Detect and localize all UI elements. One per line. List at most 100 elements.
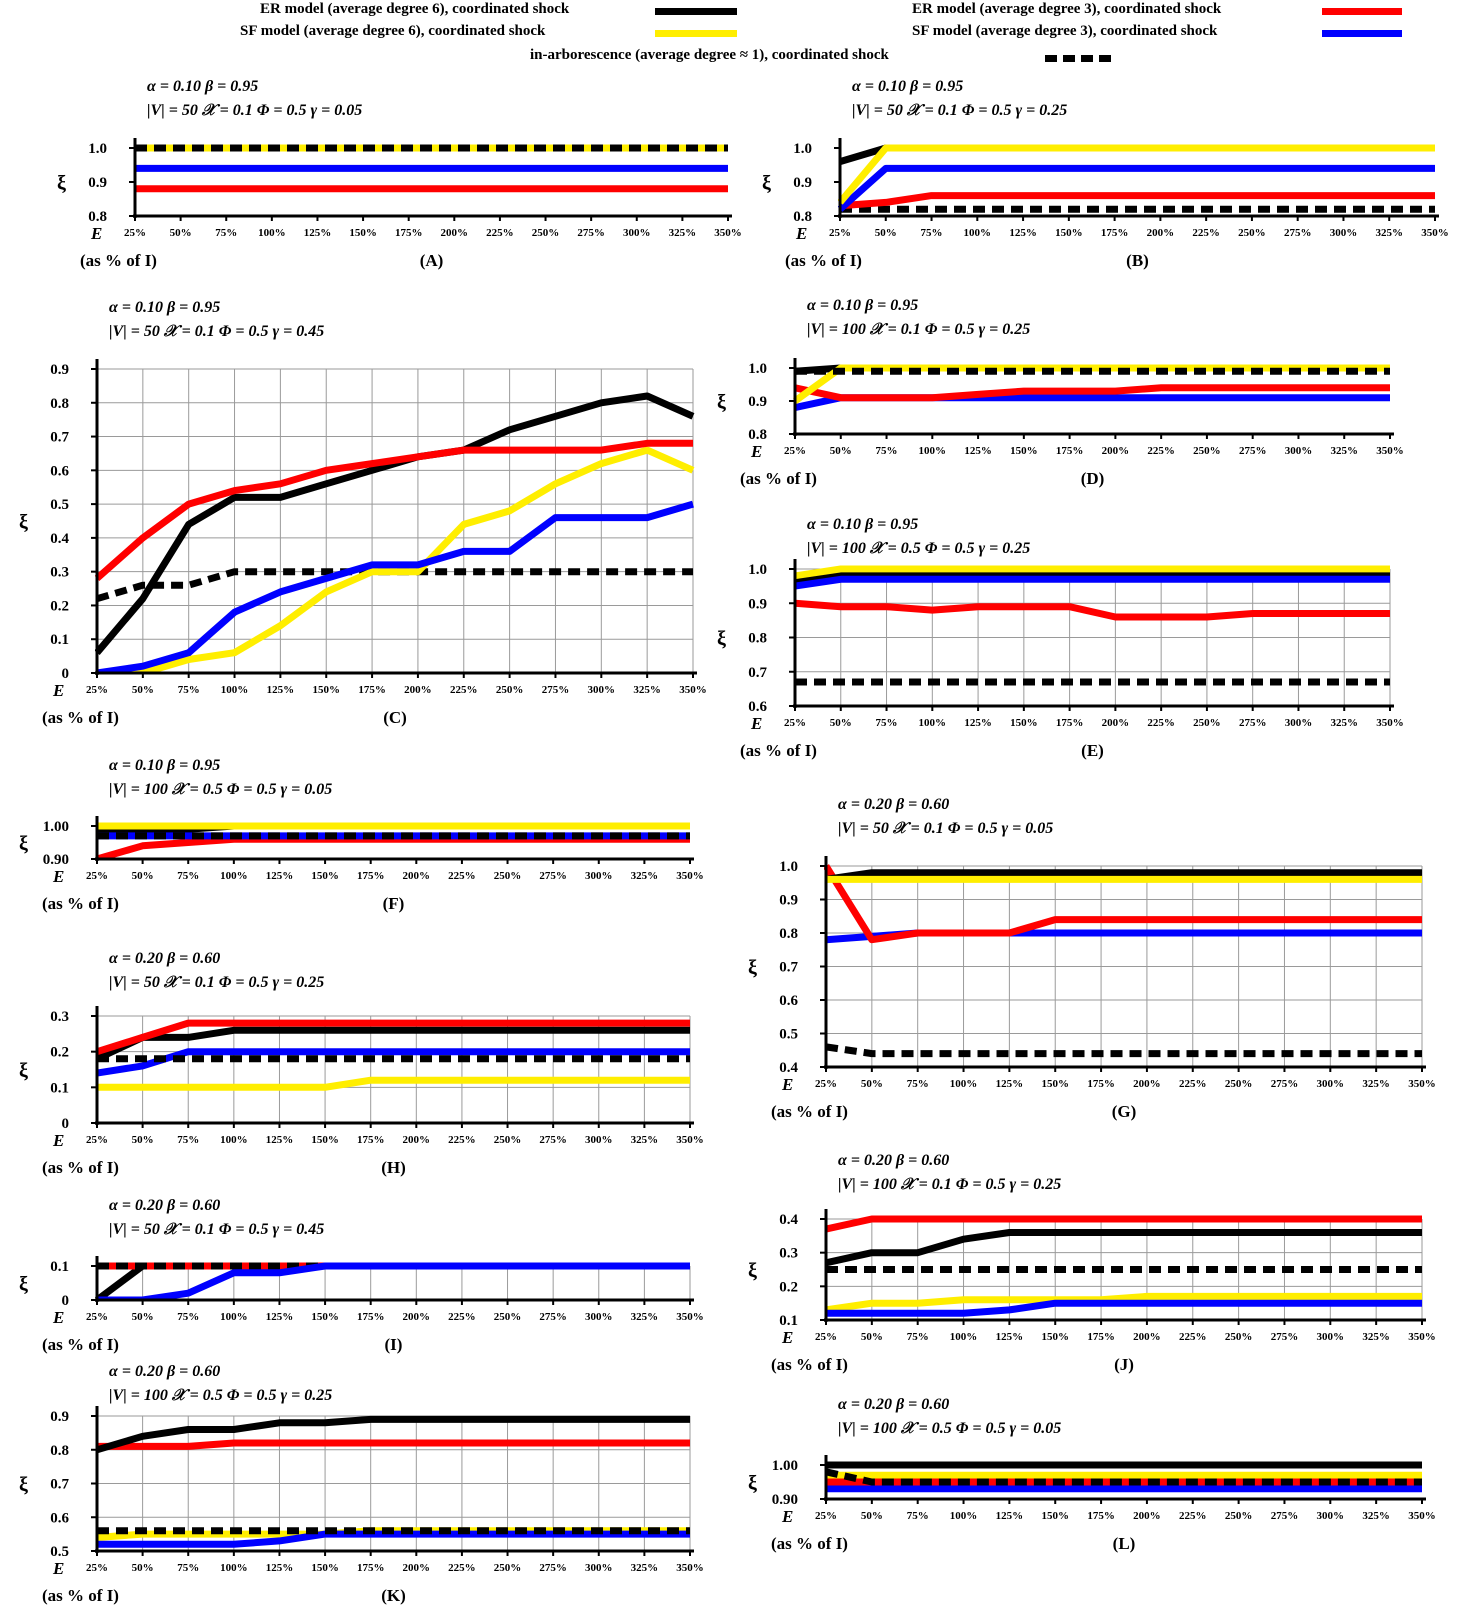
panel-param-line: |V| = 50 𝒳 = 0.1 Φ = 0.5 γ = 0.05 <box>147 102 362 119</box>
panel-h: α = 0.20 β = 0.60 |V| = 50 𝒳 = 0.1 Φ = 0.… <box>19 950 704 1177</box>
x-tick-label: 350% <box>676 870 704 882</box>
y-axis-label: ξ <box>717 391 726 413</box>
y-axis-label: ξ <box>748 957 757 979</box>
series-group <box>96 822 690 860</box>
y-axis-label: ξ <box>19 1474 28 1496</box>
series-line-er3 <box>95 1019 690 1056</box>
legend-label-er3: ER model (average degree 3), coordinated… <box>912 1 1222 17</box>
y-tick-label: 0.2 <box>50 598 69 614</box>
x-tick-label: 275% <box>1271 1510 1299 1522</box>
x-tick-label: 75% <box>178 684 200 696</box>
x-tick-label: 25% <box>124 227 146 239</box>
y-tick-label: 1.0 <box>779 859 798 875</box>
x-tick-label: 250% <box>494 1134 522 1146</box>
x-tick-label: 350% <box>1421 227 1449 239</box>
x-axis-label: E <box>52 1131 64 1150</box>
x-tick-label: 250% <box>1193 717 1221 729</box>
panel-param-line: α = 0.10 β = 0.95 <box>807 516 918 533</box>
panel-param-line: |V| = 100 𝒳 = 0.1 Φ = 0.5 γ = 0.25 <box>838 1176 1061 1193</box>
x-tick-label: 250% <box>494 1311 522 1323</box>
series-line-sf3 <box>794 575 1390 590</box>
x-tick-label: 75% <box>907 1510 929 1522</box>
x-tick-label: 300% <box>1285 445 1313 457</box>
y-tick-label: 0.4 <box>50 531 69 547</box>
panel-k: α = 0.20 β = 0.60 |V| = 100 𝒳 = 0.5 Φ = 0… <box>19 1363 704 1605</box>
panel-c: α = 0.10 β = 0.95 |V| = 50 𝒳 = 0.1 Φ = 0.… <box>19 299 707 727</box>
panel-param-line: α = 0.20 β = 0.60 <box>109 1197 220 1214</box>
x-tick-label: 225% <box>1192 227 1220 239</box>
x-axis-label: E <box>52 867 64 886</box>
x-tick-label: 50% <box>830 717 852 729</box>
x-tick-label: 100% <box>950 1078 978 1090</box>
x-tick-label: 325% <box>631 1562 659 1574</box>
x-tick-label: 150% <box>311 1311 339 1323</box>
x-tick-label: 225% <box>448 1562 476 1574</box>
y-axis-label: ξ <box>717 628 726 650</box>
x-axis-label: E <box>781 1328 793 1347</box>
panel-param-line: |V| = 100 𝒳 = 0.5 Φ = 0.5 γ = 0.25 <box>807 540 1030 557</box>
x-tick-label: 50% <box>861 1331 883 1343</box>
series-group <box>824 864 1422 1058</box>
y-axis-label: ξ <box>762 172 771 194</box>
y-tick-label: 0.7 <box>779 960 798 976</box>
x-axis-unit-label: (as % of I) <box>42 894 119 913</box>
y-tick-label: 0.9 <box>748 394 767 410</box>
x-tick-label: 200% <box>403 1562 431 1574</box>
x-tick-label: 250% <box>1225 1331 1253 1343</box>
x-tick-label: 150% <box>1010 445 1038 457</box>
x-tick-label: 300% <box>1317 1078 1345 1090</box>
panel-letter-label: (H) <box>381 1158 406 1177</box>
panel-letter-label: (B) <box>1126 251 1149 270</box>
y-tick-label: 0.9 <box>793 175 812 191</box>
x-tick-label: 275% <box>1239 445 1267 457</box>
y-axis-label: ξ <box>57 172 66 194</box>
y-tick-label: 0.7 <box>50 1477 69 1493</box>
series-line-er3 <box>839 192 1435 210</box>
x-tick-label: 350% <box>1408 1331 1436 1343</box>
panel-a: α = 0.10 β = 0.95 |V| = 50 𝒳 = 0.1 Φ = 0.… <box>57 78 742 270</box>
panel-param-line: α = 0.10 β = 0.95 <box>807 297 918 314</box>
x-tick-label: 150% <box>311 1134 339 1146</box>
x-tick-label: 350% <box>1408 1078 1436 1090</box>
panel-param-line: |V| = 50 𝒳 = 0.1 Φ = 0.5 γ = 0.25 <box>109 974 324 991</box>
series-line-sf6 <box>97 1076 690 1091</box>
y-tick-label: 0.3 <box>50 1009 69 1025</box>
x-tick-label: 125% <box>304 227 332 239</box>
series-group <box>95 392 695 674</box>
y-axis-label: ξ <box>19 1060 28 1082</box>
x-tick-label: 250% <box>1225 1510 1253 1522</box>
x-tick-label: 150% <box>1041 1078 1069 1090</box>
y-tick-label: 0.5 <box>50 1544 69 1560</box>
x-tick-label: 125% <box>267 684 295 696</box>
x-axis-unit-label: (as % of I) <box>80 251 157 270</box>
panel-letter-label: (K) <box>381 1586 406 1605</box>
x-tick-label: 25% <box>815 1331 837 1343</box>
x-tick-label: 200% <box>1102 717 1130 729</box>
y-tick-label: 0 <box>62 666 70 682</box>
x-tick-label: 25% <box>784 445 806 457</box>
legend-swatch-er6 <box>655 8 737 15</box>
y-axis-label: ξ <box>748 1260 757 1282</box>
x-tick-label: 75% <box>177 870 199 882</box>
x-axis-unit-label: (as % of I) <box>771 1355 848 1374</box>
x-axis-unit-label: (as % of I) <box>42 708 119 727</box>
x-axis-label: E <box>52 681 64 700</box>
x-tick-label: 50% <box>132 1562 154 1574</box>
panel-letter-label: (D) <box>1081 469 1105 488</box>
series-line-sf3 <box>96 1048 690 1077</box>
x-tick-label: 300% <box>623 227 651 239</box>
x-tick-label: 175% <box>357 1562 385 1574</box>
y-tick-label: 0.5 <box>50 497 69 513</box>
x-axis-label: E <box>90 224 102 243</box>
series-line-er3 <box>794 599 1390 621</box>
x-tick-label: 200% <box>1147 227 1175 239</box>
panel-param-line: |V| = 50 𝒳 = 0.1 Φ = 0.5 γ = 0.45 <box>109 1221 324 1238</box>
x-tick-label: 25% <box>815 1078 837 1090</box>
y-tick-label: 0.6 <box>50 463 69 479</box>
x-tick-label: 225% <box>448 870 476 882</box>
x-tick-label: 150% <box>311 870 339 882</box>
x-tick-label: 100% <box>220 1311 248 1323</box>
y-axis-label: ξ <box>19 1273 28 1295</box>
x-tick-label: 125% <box>996 1078 1024 1090</box>
y-tick-label: 1.0 <box>88 141 107 157</box>
